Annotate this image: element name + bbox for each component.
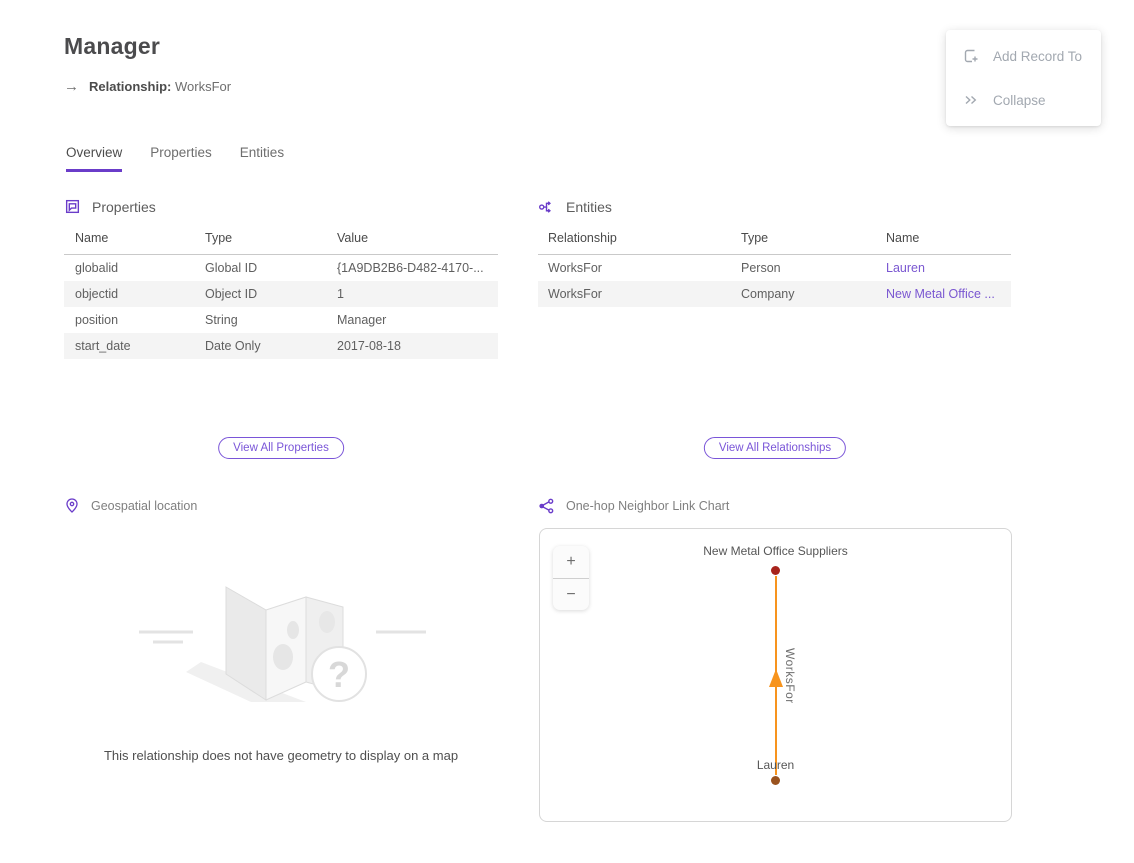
top-node[interactable] [771,566,780,575]
section-title: One-hop Neighbor Link Chart [566,498,730,513]
table-row: objectid Object ID 1 [64,281,498,307]
record-subtitle: → Relationship: WorksFor [64,78,231,95]
menu-item-collapse[interactable]: Collapse [946,78,1101,122]
table-row: WorksFor Company New Metal Office ... [538,281,1011,307]
column-header: Relationship [538,231,731,255]
entity-link-lauren[interactable]: Lauren [886,261,925,275]
column-header: Type [194,231,326,255]
tab-overview[interactable]: Overview [66,145,123,172]
relationship-arrow-icon: → [64,78,79,95]
bottom-node[interactable] [771,776,780,785]
entities-table: Relationship Type Name WorksFor Person L… [538,231,1011,307]
tab-entities[interactable]: Entities [239,145,285,160]
cell-name: position [75,313,119,327]
question-mark-glyph: ? [328,654,350,695]
section-title: Properties [92,198,156,215]
cell-name: start_date [75,339,131,353]
cell-name: globalid [75,261,119,275]
column-header: Value [326,231,498,255]
entities-section: Entities Relationship Type Name WorksFor… [538,198,1011,307]
zoom-control: + − [553,546,589,610]
tab-properties[interactable]: Properties [150,145,212,160]
top-node-label: New Metal Office Suppliers [703,544,848,558]
column-header: Type [731,231,876,255]
zoom-in-button[interactable]: + [553,546,589,578]
table-row: globalid Global ID {1A9DB2B6-D482-4170-.… [64,255,498,282]
bottom-node-label: Lauren [756,758,795,772]
menu-item-label: Add Record To [993,48,1083,64]
link-chart-canvas[interactable]: + − New Metal Office Suppliers WorksFor … [539,528,1012,822]
section-title: Geospatial location [91,498,198,513]
zoom-out-button[interactable]: − [553,578,589,610]
entity-link-company[interactable]: New Metal Office ... [886,287,995,301]
section-title: Entities [566,198,612,215]
cell-value: 2017-08-18 [337,339,401,353]
add-record-icon [962,47,980,65]
view-all-relationships-button[interactable]: View All Relationships [703,437,847,459]
properties-icon [64,198,81,215]
cell-name: objectid [75,287,119,301]
page-title: Manager [64,33,160,59]
context-menu: Add Record To Collapse [946,30,1101,126]
column-header: Name [876,231,1011,255]
entities-icon [538,198,555,215]
edge-label: WorksFor [783,648,797,704]
cell-type: String [205,313,238,327]
collapse-icon [962,91,980,109]
cell-type: Global ID [205,261,258,275]
cell-value: {1A9DB2B6-D482-4170-... [337,261,484,275]
cell-relationship: WorksFor [548,287,602,301]
subtitle-label: Relationship: [89,79,172,94]
cell-relationship: WorksFor [548,261,602,275]
table-row: WorksFor Person Lauren [538,255,1011,282]
cell-type: Company [741,287,795,301]
column-header: Name [64,231,194,255]
table-row: start_date Date Only 2017-08-18 [64,333,498,359]
map-placeholder-illustration: ? [139,586,426,702]
menu-item-add-record-to[interactable]: Add Record To [946,34,1101,78]
cell-value: Manager [337,313,387,327]
properties-section: Properties Name Type Value globalid Glob… [64,198,498,359]
map-pin-icon [64,497,80,514]
link-chart-section-header: One-hop Neighbor Link Chart [538,497,729,514]
table-row: position String Manager [64,307,498,333]
edge-arrowhead [769,669,783,687]
tab-bar: Overview Properties Entities [66,145,284,172]
cell-type: Person [741,261,781,275]
cell-type: Date Only [205,339,261,353]
view-all-properties-button[interactable]: View All Properties [218,437,344,459]
geospatial-section-header: Geospatial location [64,497,197,514]
link-chart-icon [538,497,555,514]
no-geometry-message: This relationship does not have geometry… [103,748,459,763]
properties-table: Name Type Value globalid Global ID {1A9D… [64,231,498,359]
menu-item-label: Collapse [993,92,1046,108]
cell-value: 1 [337,287,344,301]
subtitle-value: WorksFor [174,79,232,94]
cell-type: Object ID [205,287,258,301]
